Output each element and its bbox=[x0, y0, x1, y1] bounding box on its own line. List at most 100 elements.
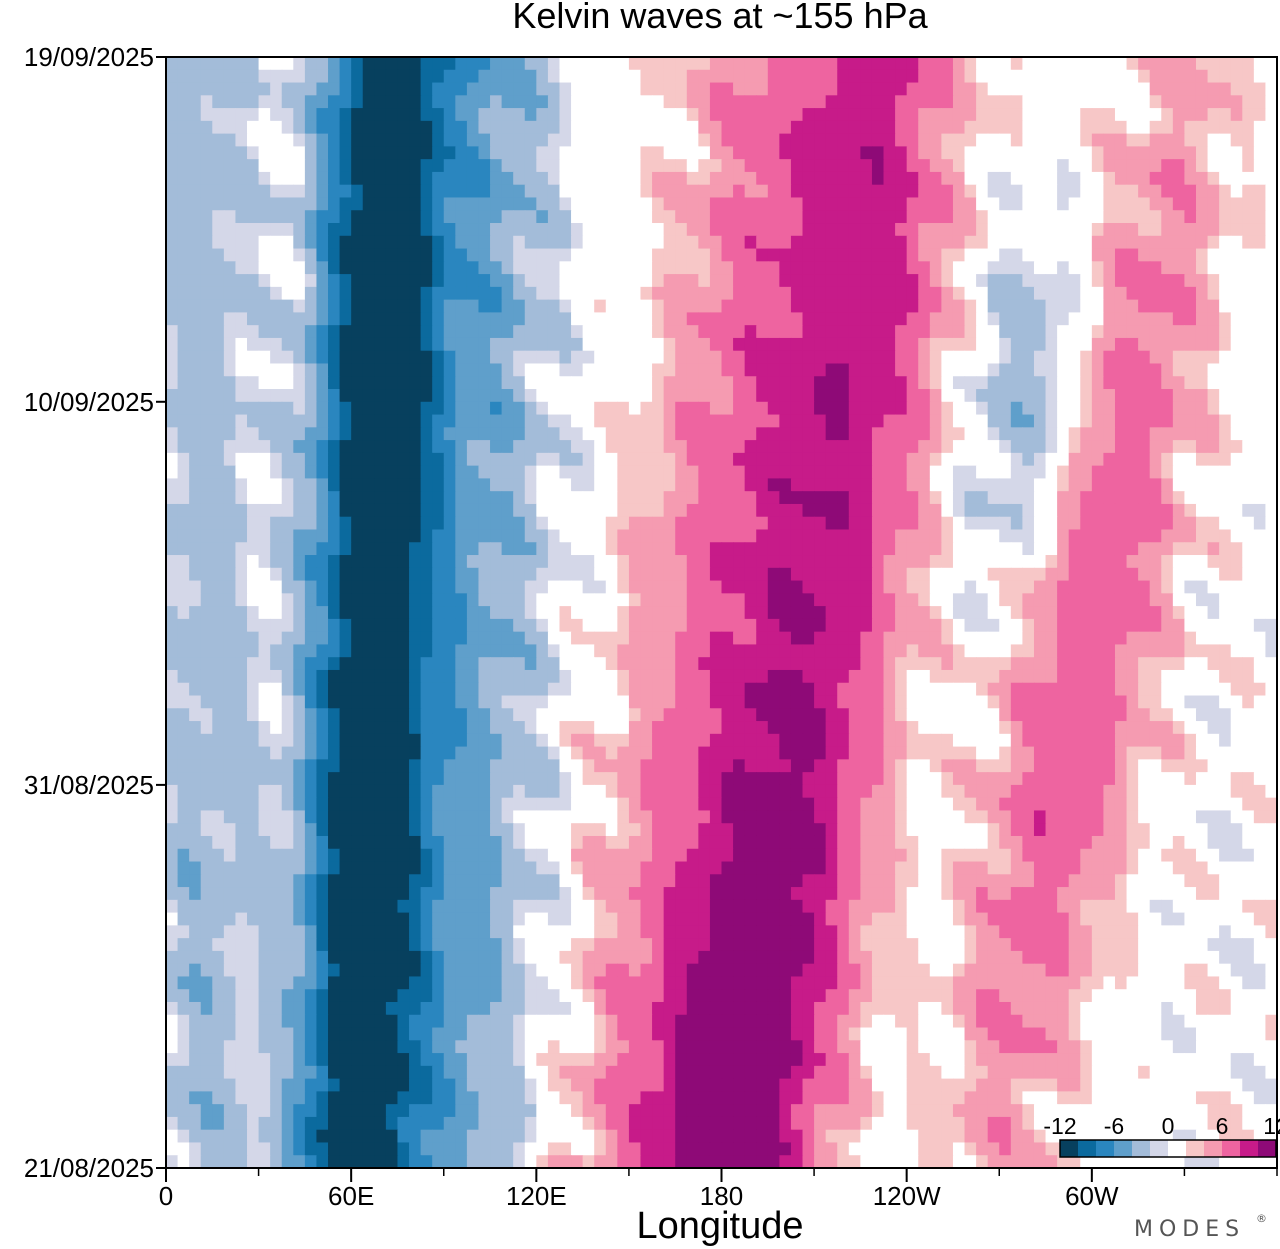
heatmap-cell bbox=[1022, 69, 1035, 84]
heatmap-cell bbox=[976, 580, 989, 594]
heatmap-cell bbox=[929, 223, 942, 237]
heatmap-cell bbox=[617, 248, 630, 262]
heatmap-cell bbox=[304, 159, 318, 173]
heatmap-cell bbox=[929, 376, 942, 390]
heatmap-cell bbox=[409, 95, 422, 109]
heatmap-cell bbox=[1091, 465, 1104, 480]
heatmap-cell bbox=[617, 414, 630, 428]
heatmap-cell bbox=[478, 120, 491, 135]
heatmap-cell bbox=[825, 440, 838, 454]
heatmap-cell bbox=[929, 542, 942, 556]
heatmap-cell bbox=[663, 223, 676, 237]
heatmap-cell bbox=[374, 376, 387, 390]
heatmap-cell bbox=[1195, 657, 1209, 671]
heatmap-cell bbox=[247, 223, 260, 237]
heatmap-cell bbox=[247, 503, 260, 518]
heatmap-cell bbox=[698, 120, 711, 135]
heatmap-cell bbox=[1219, 401, 1232, 416]
heatmap-cell bbox=[339, 567, 352, 582]
heatmap-cell bbox=[374, 631, 387, 646]
heatmap-cell bbox=[258, 286, 271, 301]
heatmap-cell bbox=[918, 274, 931, 288]
heatmap-cell bbox=[293, 57, 306, 71]
heatmap-cell bbox=[929, 235, 942, 250]
heatmap-cell bbox=[1114, 299, 1128, 313]
heatmap-cell bbox=[212, 325, 225, 339]
heatmap-cell bbox=[721, 389, 734, 403]
heatmap-cell bbox=[582, 171, 595, 186]
heatmap-cell bbox=[1265, 286, 1277, 301]
heatmap-cell bbox=[189, 427, 202, 441]
heatmap-cell bbox=[559, 108, 572, 122]
heatmap-cell bbox=[490, 82, 503, 96]
heatmap-cell bbox=[860, 440, 873, 454]
heatmap-cell bbox=[871, 108, 885, 122]
heatmap-cell bbox=[733, 567, 746, 582]
heatmap-cell bbox=[339, 286, 352, 301]
heatmap-cell bbox=[513, 580, 526, 594]
heatmap-cell bbox=[270, 133, 283, 147]
heatmap-cell bbox=[1103, 299, 1116, 313]
heatmap-cell bbox=[328, 427, 341, 441]
heatmap-cell bbox=[374, 516, 387, 531]
heatmap-cell bbox=[1033, 542, 1047, 556]
heatmap-cell bbox=[1057, 669, 1070, 684]
heatmap-cell bbox=[223, 184, 237, 199]
heatmap-cell bbox=[536, 235, 549, 250]
heatmap-cell bbox=[339, 350, 352, 365]
heatmap-cell bbox=[1103, 440, 1116, 454]
heatmap-cell bbox=[605, 682, 618, 697]
heatmap-cell bbox=[918, 452, 931, 467]
heatmap-cell bbox=[177, 682, 190, 697]
heatmap-cell bbox=[721, 593, 734, 607]
heatmap-cell bbox=[409, 376, 422, 390]
heatmap-cell bbox=[1010, 503, 1023, 518]
heatmap-cell bbox=[524, 274, 537, 288]
heatmap-cell bbox=[964, 376, 977, 390]
heatmap-cell bbox=[443, 95, 456, 109]
heatmap-cell bbox=[559, 95, 572, 109]
heatmap-cell bbox=[929, 69, 942, 84]
heatmap-cell bbox=[177, 452, 190, 467]
heatmap-cell bbox=[443, 631, 456, 646]
heatmap-cell bbox=[478, 261, 491, 275]
heatmap-cell bbox=[559, 350, 572, 365]
heatmap-cell bbox=[675, 631, 688, 646]
heatmap-cell bbox=[675, 95, 688, 109]
heatmap-cell bbox=[883, 708, 896, 722]
heatmap-cell bbox=[362, 350, 375, 365]
heatmap-cell bbox=[235, 248, 248, 262]
heatmap-cell bbox=[663, 606, 676, 620]
heatmap-cell bbox=[1022, 414, 1035, 428]
heatmap-cell bbox=[1068, 401, 1081, 416]
heatmap-cell bbox=[524, 223, 537, 237]
heatmap-cell bbox=[1265, 644, 1277, 658]
heatmap-cell bbox=[316, 516, 329, 531]
heatmap-cell bbox=[906, 708, 919, 722]
heatmap-cell bbox=[964, 248, 977, 262]
heatmap-cell bbox=[432, 669, 445, 684]
heatmap-cell bbox=[837, 235, 850, 250]
heatmap-cell bbox=[281, 491, 294, 505]
heatmap-cell bbox=[189, 465, 202, 480]
heatmap-cell bbox=[1242, 465, 1255, 480]
heatmap-cell bbox=[721, 210, 734, 224]
heatmap-cell bbox=[964, 440, 977, 454]
heatmap-cell bbox=[1080, 274, 1093, 288]
heatmap-cell bbox=[455, 184, 468, 199]
heatmap-cell bbox=[385, 491, 399, 505]
heatmap-cell bbox=[686, 606, 699, 620]
heatmap-cell bbox=[1253, 414, 1267, 428]
heatmap-cell bbox=[200, 618, 213, 633]
heatmap-cell bbox=[1195, 350, 1209, 365]
heatmap-cell bbox=[744, 210, 757, 224]
heatmap-cell bbox=[1080, 159, 1093, 173]
heatmap-cell bbox=[733, 580, 746, 594]
heatmap-cell bbox=[895, 235, 908, 250]
heatmap-cell bbox=[883, 491, 896, 505]
heatmap-cell bbox=[362, 606, 375, 620]
heatmap-cell bbox=[466, 478, 480, 492]
heatmap-cell bbox=[374, 95, 387, 109]
heatmap-cell bbox=[1253, 452, 1267, 467]
heatmap-cell bbox=[1253, 478, 1267, 492]
